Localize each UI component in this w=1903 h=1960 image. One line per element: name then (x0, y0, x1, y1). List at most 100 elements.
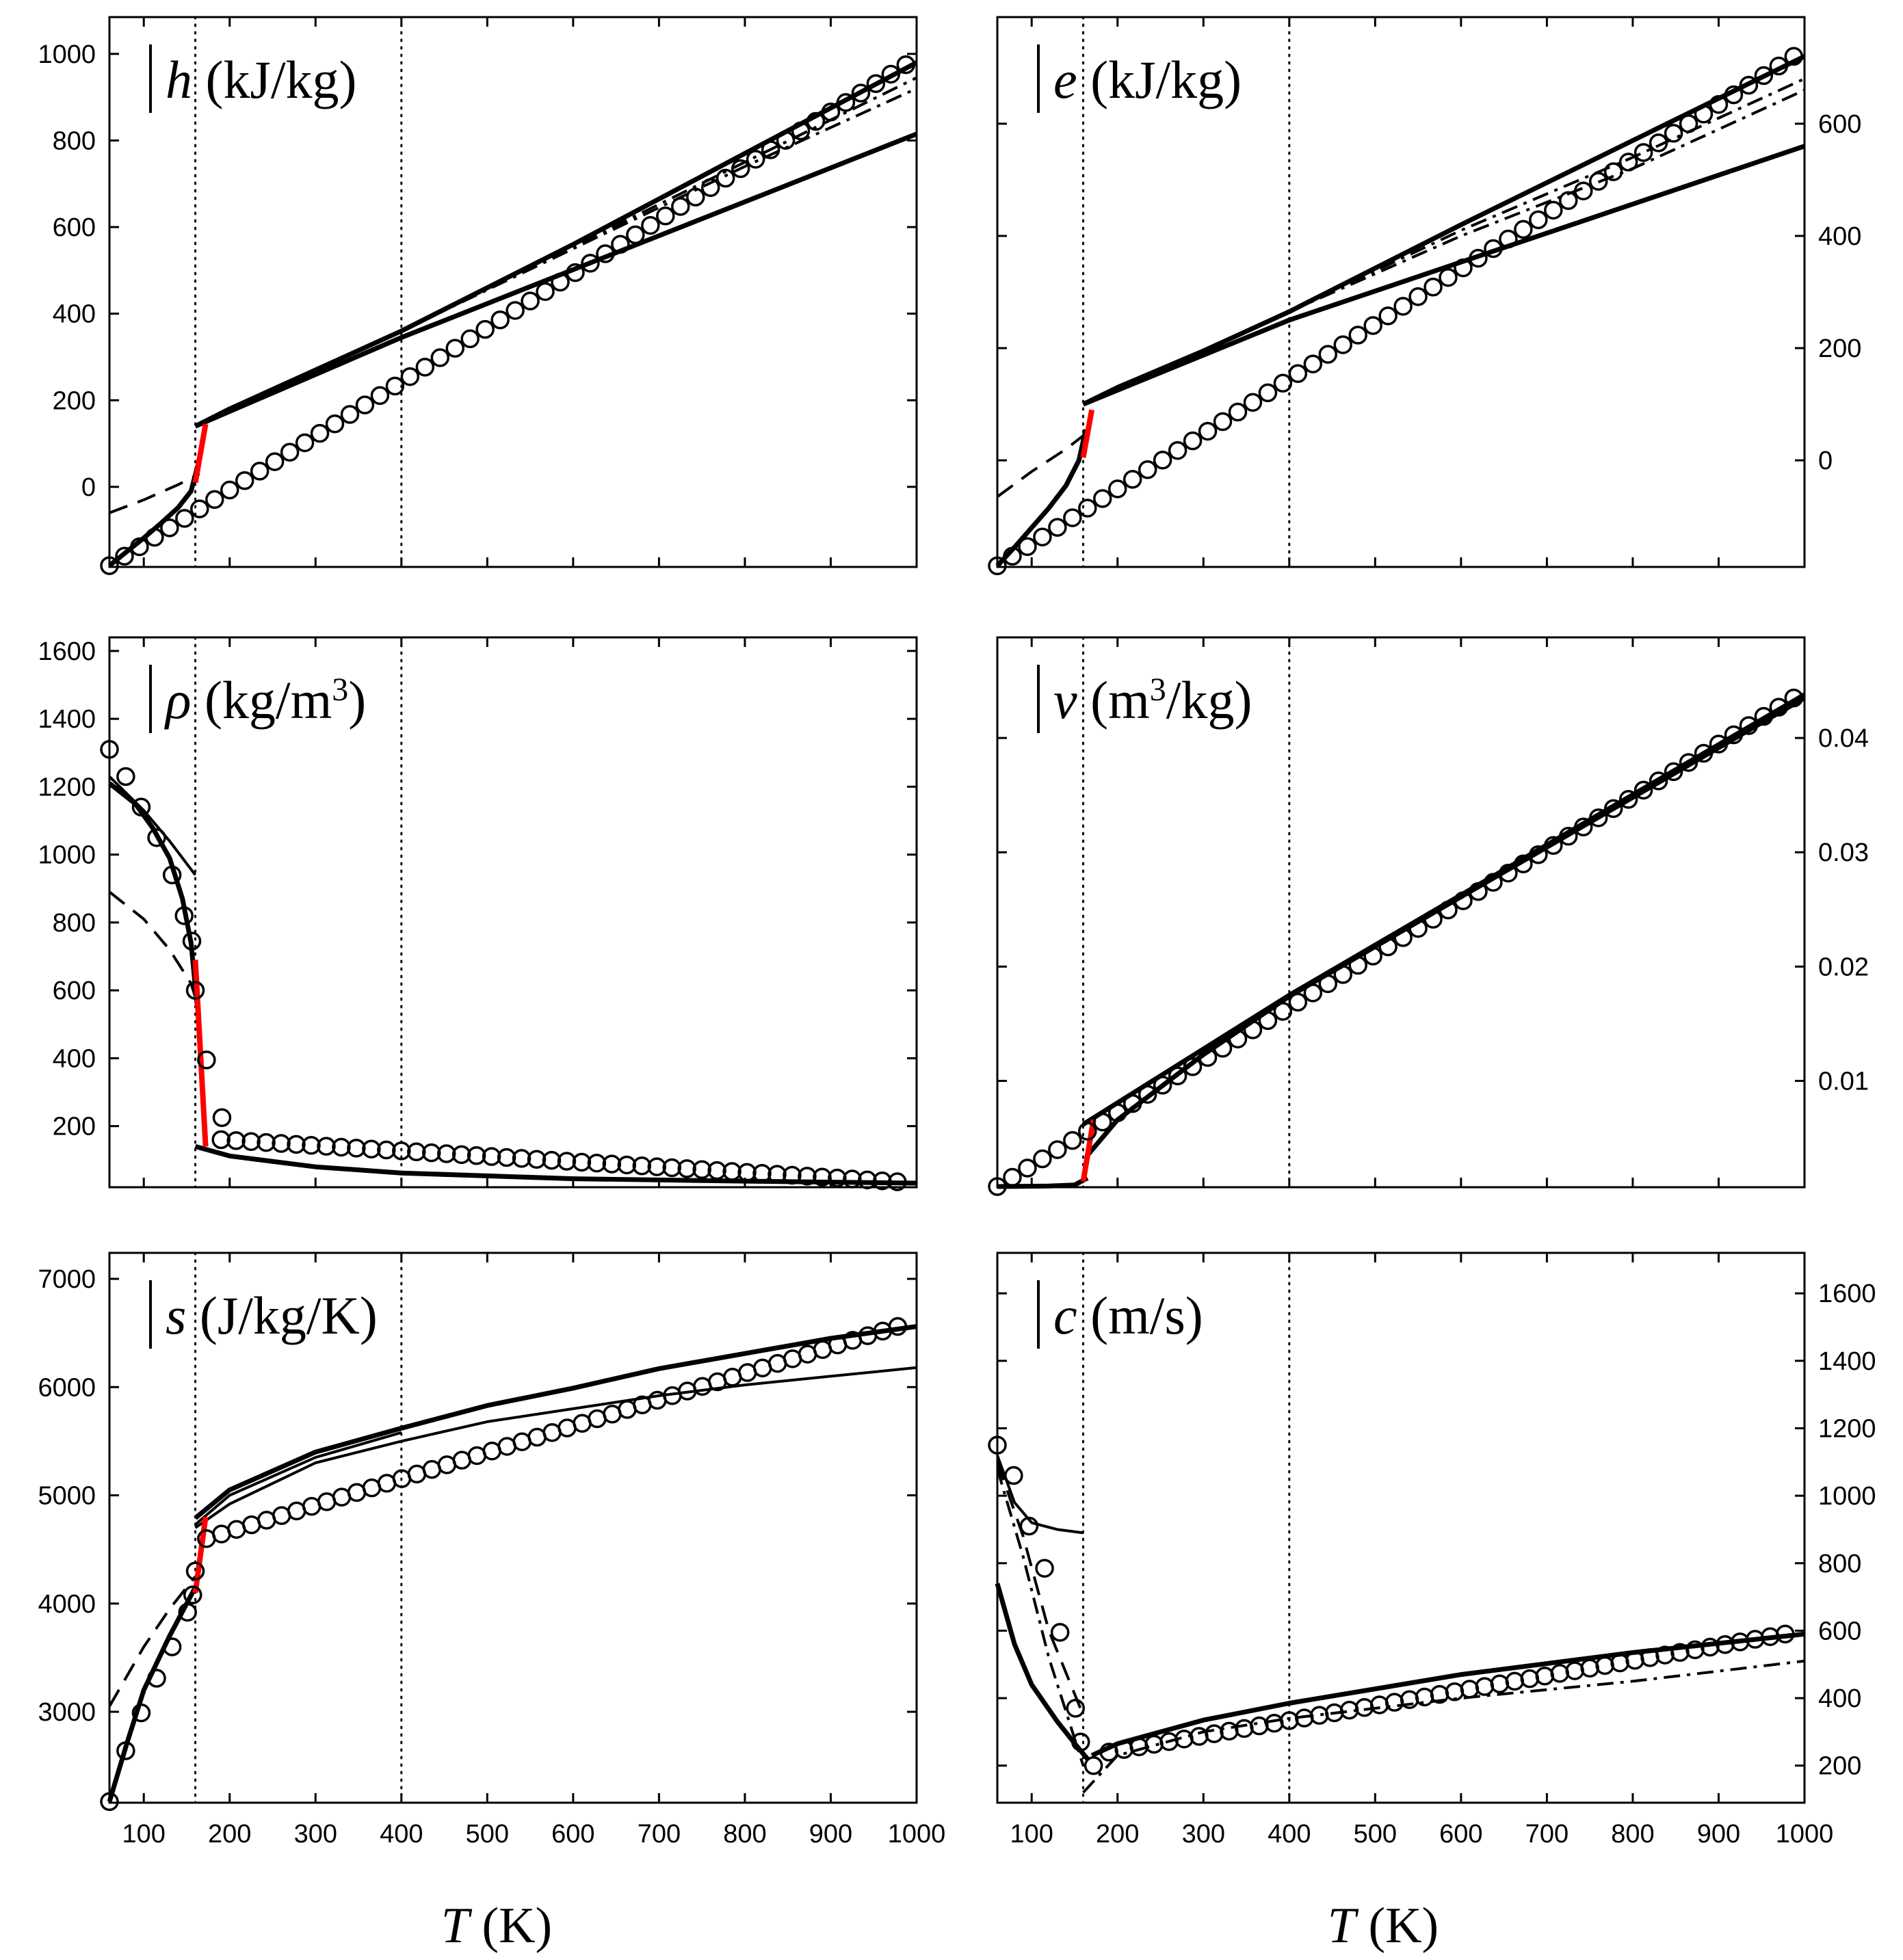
x-tick-label: 500 (466, 1820, 509, 1849)
data-marker (1588, 172, 1608, 191)
x-tick-label: 700 (1525, 1820, 1569, 1849)
y-tick-label: 800 (53, 127, 96, 155)
data-marker (162, 1637, 182, 1656)
data-marker (1559, 827, 1578, 846)
data-marker (1724, 85, 1744, 105)
data-marker (1529, 210, 1548, 230)
data-marker (542, 1150, 562, 1170)
data-marker (131, 797, 151, 817)
data-marker (866, 74, 886, 94)
data-marker (131, 1703, 151, 1723)
x-tick-label: 200 (208, 1820, 251, 1849)
panel-label-symbol: ρ (164, 670, 191, 730)
y-tick-label: 600 (1818, 1617, 1861, 1645)
x-tick-label: 200 (1096, 1820, 1139, 1849)
data-marker (722, 1162, 741, 1181)
data-marker (1529, 845, 1548, 864)
series-vapour-real-2 (194, 1431, 402, 1526)
data-marker (783, 1165, 802, 1185)
data-marker (1754, 706, 1774, 726)
data-marker (527, 1150, 547, 1169)
data-marker (1333, 965, 1353, 984)
data-marker (445, 339, 465, 358)
data-marker (551, 272, 570, 292)
data-marker (506, 301, 525, 320)
data-marker (162, 865, 182, 885)
data-marker (1469, 882, 1488, 901)
series-dash-dot-2 (1288, 77, 1805, 313)
data-marker (295, 433, 315, 453)
data-marker (806, 111, 826, 131)
series-dashed (996, 1461, 1085, 1716)
data-marker (1649, 771, 1668, 791)
data-marker (302, 1135, 321, 1155)
axes-frame (996, 636, 1806, 1189)
panel-label: s (J/kg/K) (166, 1286, 378, 1345)
data-marker (752, 1164, 772, 1183)
data-marker (1078, 1122, 1097, 1141)
data-marker (1363, 946, 1382, 966)
y-tick-label: 800 (1818, 1550, 1861, 1578)
y-tick-label: 1000 (1818, 1482, 1876, 1511)
data-marker (145, 527, 164, 547)
data-marker (1213, 412, 1233, 432)
panel-v: 0.01 0.02 0.03 0.04 v (m3/kg) (988, 636, 1869, 1196)
data-marker (400, 367, 420, 386)
y-tick-label: 200 (1818, 1752, 1861, 1781)
x-tick-label: 400 (1268, 1820, 1311, 1849)
data-marker (1318, 974, 1338, 994)
panel-label: h (kJ/kg) (166, 50, 356, 109)
data-marker (280, 442, 300, 462)
data-marker (392, 1141, 411, 1161)
data-marker (1288, 364, 1308, 384)
panel-label-close: ) (348, 670, 366, 730)
data-marker (1408, 287, 1428, 306)
series-dashed (108, 890, 201, 1011)
series-liquid (107, 464, 200, 568)
data-marker (1679, 753, 1698, 772)
data-marker (1303, 983, 1323, 1003)
data-marker (347, 1139, 366, 1158)
data-marker (332, 1137, 351, 1157)
data-marker (587, 1153, 607, 1173)
data-marker (1754, 66, 1774, 85)
series-vapour-real (194, 1324, 917, 1520)
x-tick-label: 100 (122, 1820, 166, 1849)
data-marker (1694, 743, 1714, 763)
panel-label: v (m3/kg) (1053, 670, 1252, 730)
y-tick-label: 0.03 (1818, 838, 1869, 867)
data-marker (572, 1152, 592, 1172)
data-marker (377, 1140, 396, 1160)
data-marker (178, 1602, 197, 1622)
x-tick-label: 600 (551, 1820, 594, 1849)
y-tick-label: 1000 (38, 841, 96, 870)
y-tick-label: 600 (53, 213, 96, 242)
data-marker (798, 1167, 817, 1186)
y-tick-label: 7000 (38, 1265, 96, 1294)
data-marker (1153, 1075, 1172, 1095)
series-dash-dot (1288, 88, 1805, 313)
data-marker (731, 159, 750, 178)
data-marker (1303, 354, 1323, 373)
panel-label-unit: (m (1077, 670, 1150, 730)
data-marker (1633, 143, 1653, 162)
data-marker (1544, 200, 1563, 220)
y-tick-label: 200 (1818, 334, 1861, 363)
data-marker (1769, 698, 1789, 717)
data-marker (1093, 1112, 1112, 1132)
data-marker (1679, 114, 1698, 133)
data-marker (1694, 105, 1714, 124)
data-marker (205, 490, 224, 509)
series-liquid-2 (108, 776, 197, 876)
axes-frame (996, 1252, 1806, 1804)
data-marker (1198, 421, 1218, 441)
data-marker (1423, 278, 1443, 297)
data-marker (1213, 1039, 1233, 1058)
panel-label-unit: (J/kg/K) (186, 1286, 377, 1345)
data-marker (1153, 451, 1172, 470)
data-marker (716, 168, 735, 188)
data-marker (641, 215, 660, 235)
data-marker (497, 1148, 516, 1167)
data-marker (791, 121, 811, 141)
data-marker (1709, 734, 1729, 754)
